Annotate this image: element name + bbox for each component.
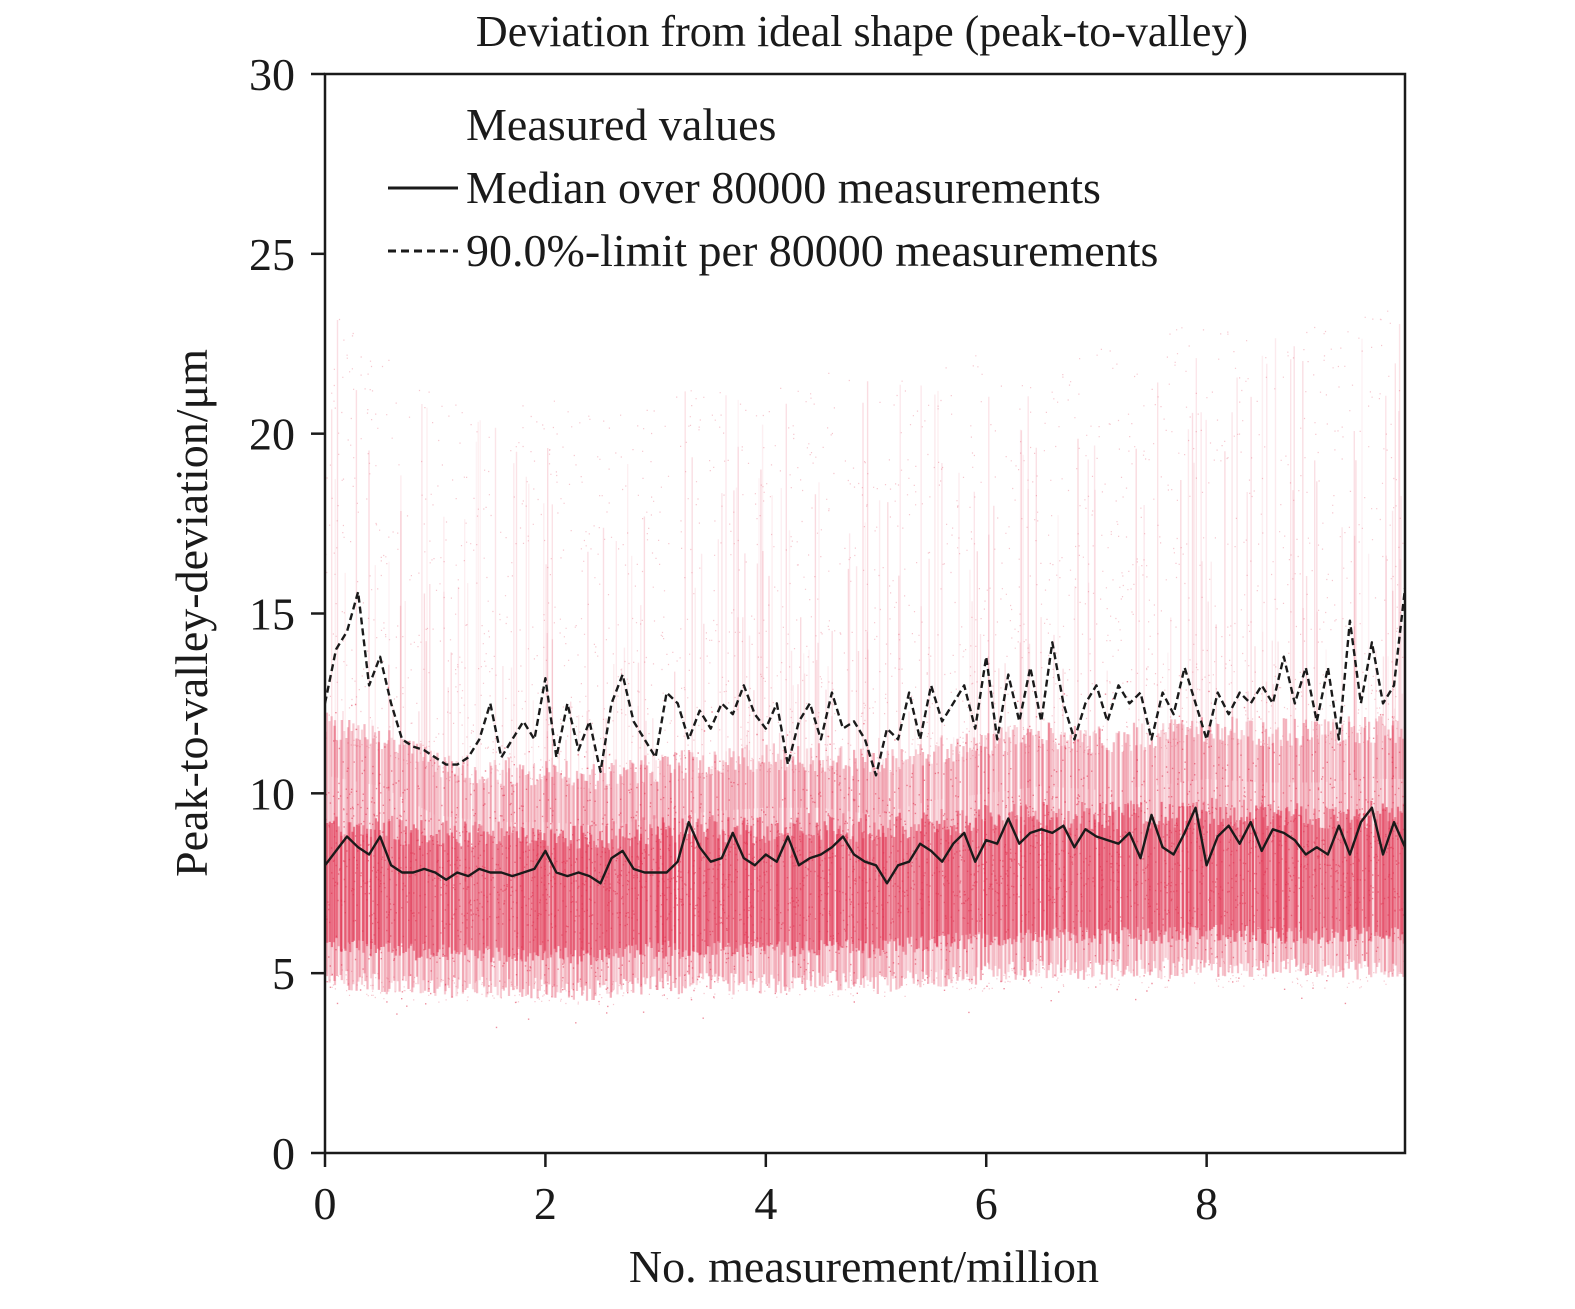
legend-label-median: Median over 80000 measurements [466, 162, 1101, 213]
y-axis-label: Peak-to-valley-deviation/μm [166, 349, 217, 877]
x-tick-label: 4 [754, 1178, 777, 1229]
axes: 0 2 4 6 8 0 5 10 15 20 25 30 [249, 49, 1407, 1229]
scatter-sparse-points [325, 310, 1405, 1006]
y-tick-label: 25 [249, 229, 295, 280]
y-tick-label: 0 [272, 1128, 295, 1179]
x-tick-label: 2 [534, 1178, 557, 1229]
legend-label-limit: 90.0%-limit per 80000 measurements [466, 225, 1158, 276]
legend-item-limit: 90.0%-limit per 80000 measurements [388, 225, 1158, 276]
x-axis-label: No. measurement/million [629, 1241, 1099, 1292]
chart-title: Deviation from ideal shape (peak-to-vall… [476, 7, 1248, 56]
x-tick-label: 0 [314, 1178, 337, 1229]
legend-item-measured: Measured values [466, 99, 776, 150]
measured-values-scatter [325, 310, 1405, 1029]
legend: Measured values Median over 80000 measur… [388, 99, 1158, 276]
median-line [325, 806, 1405, 885]
legend-item-median: Median over 80000 measurements [388, 162, 1101, 213]
limit-line [325, 588, 1405, 777]
lines-layer [325, 588, 1405, 885]
y-tick-label: 10 [249, 768, 295, 819]
x-tick-label: 6 [975, 1178, 998, 1229]
x-tick-label: 8 [1195, 1178, 1218, 1229]
y-tick-label: 5 [272, 948, 295, 999]
y-tick-label: 30 [249, 49, 295, 100]
legend-label-measured: Measured values [466, 99, 776, 150]
y-tick-label: 15 [249, 589, 295, 640]
y-tick-label: 20 [249, 409, 295, 460]
